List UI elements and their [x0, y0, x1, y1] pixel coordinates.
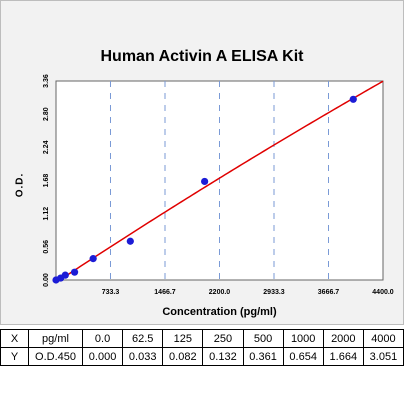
y-tick-label: 1.12: [43, 207, 50, 221]
table-cell: 500: [242, 329, 284, 348]
data-point: [89, 255, 97, 263]
x-tick-label: 3666.7: [318, 289, 340, 296]
table-cell: 0.654: [282, 347, 324, 366]
y-tick-label: 1.68: [43, 174, 50, 188]
table-row-y: Y O.D.450 0.000 0.033 0.082 0.132 0.361 …: [0, 347, 404, 366]
x-tick-label: 2200.0: [209, 289, 231, 296]
table-cell: 62.5: [122, 329, 164, 348]
table-row-head: X: [0, 329, 29, 348]
x-tick-label: 733.3: [102, 289, 120, 296]
table-row-head: Y: [0, 347, 29, 366]
data-table: X pg/ml 0.0 62.5 125 250 500 1000 2000 4…: [0, 329, 404, 366]
y-tick-label: 3.36: [43, 74, 50, 88]
x-tick-label: 2933.3: [263, 289, 285, 296]
data-points: [52, 95, 357, 284]
table-unit-cell: pg/ml: [28, 329, 83, 348]
table-cell: 0.132: [202, 347, 244, 366]
chart-title: Human Activin A ELISA Kit: [100, 48, 304, 65]
table-cell: 0.000: [81, 347, 124, 366]
y-tick-label: 0.56: [43, 240, 50, 254]
table-cell: 250: [202, 329, 244, 348]
grid-lines: [109, 81, 330, 280]
table-cell: 2000: [322, 329, 364, 348]
y-tick-label: 2.80: [43, 107, 50, 121]
table-cell: 0.0: [81, 329, 124, 348]
y-axis-label: O.D.: [14, 172, 26, 198]
data-point: [61, 271, 69, 279]
data-point: [70, 268, 79, 276]
table-cell: 0.361: [242, 347, 284, 366]
chart-area: 733.3 1466.7 2200.0 2933.3 3666.7 4400.0 0.00…: [43, 74, 394, 296]
data-point: [349, 95, 357, 103]
x-tick-labels: 733.3 1466.7 2200.0 2933.3 3666.7 4400.0: [102, 289, 394, 296]
fit-curve: [56, 80, 384, 281]
table-cell: 125: [162, 329, 204, 348]
y-tick-label: 0.00: [43, 273, 50, 287]
table-cell: 1000: [282, 329, 324, 348]
x-tick-label: 4400.0: [372, 289, 394, 296]
x-tick-label: 1466.7: [154, 289, 176, 296]
x-axis-label: Concentration (pg/ml): [162, 306, 277, 318]
table-row-x: X pg/ml 0.0 62.5 125 250 500 1000 2000 4…: [0, 329, 404, 348]
table-cell: 0.082: [162, 347, 204, 366]
table-cell: 1.664: [322, 347, 364, 366]
data-point: [201, 177, 209, 186]
table-cell: 0.033: [122, 347, 164, 366]
table-cell: 3.051: [362, 347, 404, 366]
table-unit-cell: O.D.450: [28, 347, 83, 366]
y-tick-label: 2.24: [43, 140, 50, 154]
table-cell: 4000: [362, 329, 404, 348]
y-tick-labels: 0.00 0.56 1.12 1.68 2.24 2.80 3.36: [43, 74, 50, 287]
data-point: [126, 237, 134, 245]
